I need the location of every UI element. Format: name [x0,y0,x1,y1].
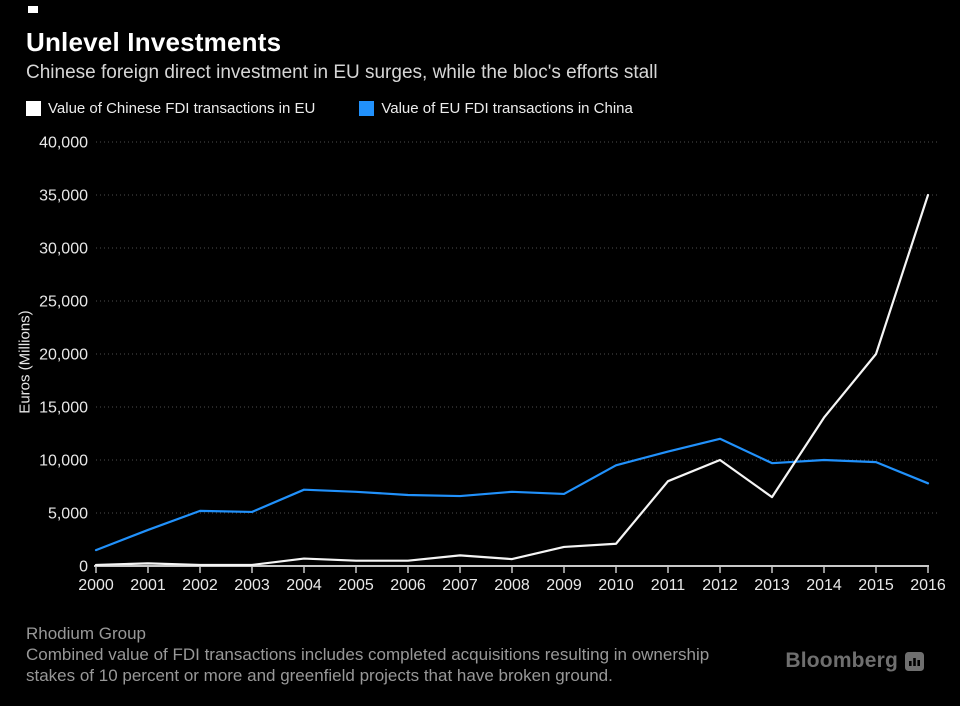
bloomberg-wordmark: Bloomberg [785,649,898,672]
y-tick-label: 35,000 [39,188,88,205]
cursor-mark [28,6,38,13]
bloomberg-terminal-icon [905,651,924,671]
x-tick-label: 2006 [390,577,426,594]
legend-swatch-blue-icon [359,101,375,116]
y-tick-label: 25,000 [39,294,88,311]
page-title: Unlevel Investments [26,27,282,57]
y-tick-label: 30,000 [39,241,88,258]
legend: Value of Chinese FDI transactions in EU … [26,100,633,117]
x-tick-label: 2016 [910,577,946,594]
x-tick-label: 2015 [858,577,894,594]
series-line-chinese-fdi [94,193,930,567]
y-tick-label: 20,000 [39,347,88,364]
bloomberg-logo: Bloomberg [785,649,924,673]
y-tick-label: 5,000 [48,506,88,523]
x-tick-label: 2000 [78,577,114,594]
legend-swatch-white-icon [26,101,41,116]
series-line-eu-fdi [94,437,930,552]
legend-item-eu-fdi: Value of EU FDI transactions in China [359,100,633,117]
legend-label-chinese-fdi: Value of Chinese FDI transactions in EU [48,100,316,117]
x-tick-label: 2002 [182,577,218,594]
chart-subtitle: Chinese foreign direct investment in EU … [26,62,658,83]
x-tick-label: 2014 [806,577,842,594]
x-tick-label: 2013 [754,577,790,594]
y-tick-label: 0 [79,559,88,576]
x-tick-label: 2012 [702,577,738,594]
x-tick-label: 2010 [598,577,634,594]
x-tick-label: 2007 [442,577,478,594]
y-tick-label: 10,000 [39,453,88,470]
legend-label-eu-fdi: Value of EU FDI transactions in China [381,100,633,117]
legend-item-chinese-fdi: Value of Chinese FDI transactions in EU [26,100,315,117]
x-tick-label: 2009 [546,577,582,594]
x-tick-label: 2004 [286,577,322,594]
source-text: Rhodium Group [26,624,147,643]
x-tick-label: 2008 [494,577,530,594]
footnote-line-2: stakes of 10 percent or more and greenfi… [26,666,613,685]
x-tick-label: 2001 [130,577,166,594]
y-tick-label: 15,000 [39,400,88,417]
x-tick-label: 2003 [234,577,270,594]
x-tick-label: 2011 [651,577,686,594]
footnote-line-1: Combined value of FDI transactions inclu… [26,645,710,664]
y-tick-label: 40,000 [39,135,88,152]
chart-footer: Rhodium Group Combined value of FDI tran… [26,623,709,686]
x-tick-label: 2005 [338,577,374,594]
